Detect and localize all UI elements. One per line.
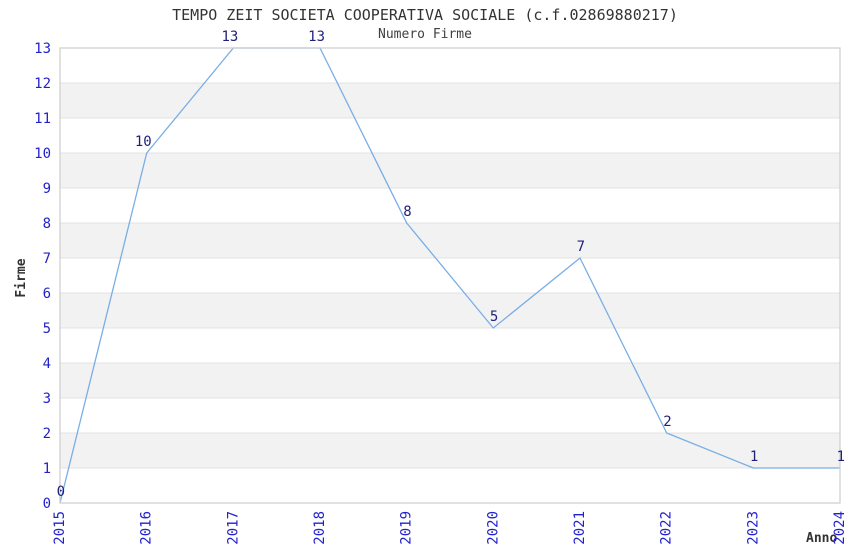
- y-tick-label: 0: [43, 496, 51, 512]
- point-label: 13: [221, 29, 238, 45]
- y-tick-label: 4: [43, 356, 51, 372]
- x-tick-label: 2022: [659, 511, 675, 545]
- point-label: 1: [837, 449, 845, 465]
- y-tick-label: 11: [34, 111, 51, 127]
- y-tick-label: 13: [34, 41, 51, 57]
- x-tick-label: 2023: [745, 511, 761, 545]
- point-labels: 0 10 13 13 8 5 7 2 1 1: [57, 29, 845, 500]
- y-tick-label: 10: [34, 146, 51, 162]
- x-tick-labels: 2015 2016 2017 2018 2019 2020 2021 2022 2023 2024: [52, 511, 848, 545]
- point-label: 1: [750, 449, 758, 465]
- point-label: 10: [135, 134, 152, 150]
- point-label: 7: [577, 239, 585, 255]
- y-tick-label: 6: [43, 286, 51, 302]
- x-tick-label: 2015: [52, 511, 68, 545]
- point-label: 13: [308, 29, 325, 45]
- y-tick-label: 7: [43, 251, 51, 267]
- x-tick-label: 2017: [225, 511, 241, 545]
- y-tick-label: 12: [34, 76, 51, 92]
- x-tick-label: 2018: [312, 511, 328, 545]
- x-tick-label: 2024: [832, 511, 848, 545]
- chart-title: TEMPO ZEIT SOCIETA COOPERATIVA SOCIALE (…: [172, 6, 678, 24]
- x-tick-label: 2020: [485, 511, 501, 545]
- point-label: 5: [490, 309, 498, 325]
- x-axis-label: Anno: [806, 531, 838, 546]
- y-tick-label: 3: [43, 391, 51, 407]
- point-label: 2: [663, 414, 671, 430]
- x-tick-label: 2016: [139, 511, 155, 545]
- y-tick-label: 2: [43, 426, 51, 442]
- plot-bands: [60, 83, 840, 468]
- point-label: 8: [403, 204, 411, 220]
- gridlines: [60, 82, 840, 469]
- plot-border: [59, 47, 841, 504]
- point-label: 0: [57, 484, 65, 500]
- x-tick-label: 2021: [572, 511, 588, 545]
- chart-subtitle: Numero Firme: [378, 27, 472, 42]
- data-line: [59, 47, 840, 504]
- x-tick-label: 2019: [399, 511, 415, 545]
- y-tick-label: 9: [43, 181, 51, 197]
- y-tick-label: 1: [43, 461, 51, 477]
- y-tick-label: 5: [43, 321, 51, 337]
- y-tick-label: 8: [43, 216, 51, 232]
